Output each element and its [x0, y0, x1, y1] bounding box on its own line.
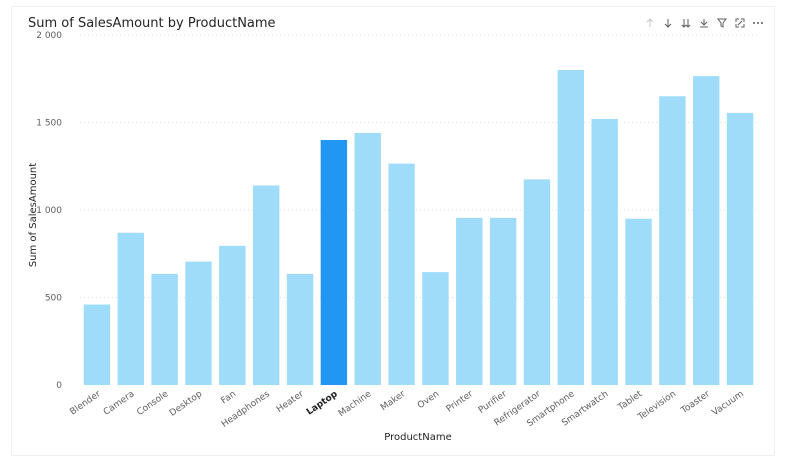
bar-smartwatch[interactable] — [591, 119, 618, 385]
focus-mode-icon[interactable] — [734, 17, 746, 29]
bar-headphones[interactable] — [252, 185, 280, 386]
more-options-icon[interactable] — [752, 17, 764, 29]
x-tick-label-toaster: Toaster — [679, 389, 712, 417]
bar-fan[interactable] — [219, 245, 246, 385]
x-tick-label-desktop: Desktop — [168, 389, 204, 419]
bar-heater[interactable] — [286, 273, 314, 385]
bar-smartphone[interactable] — [557, 70, 585, 385]
x-axis-title: ProductName — [384, 432, 451, 443]
bar-purifier[interactable] — [489, 217, 517, 385]
filter-icon[interactable] — [716, 17, 728, 29]
go-to-next-level-icon[interactable] — [680, 17, 692, 29]
x-tick-label-heater: Heater — [275, 389, 306, 415]
y-tick-label: 0 — [56, 381, 62, 391]
bar-vacuum[interactable] — [726, 112, 754, 385]
expand-all-icon[interactable] — [698, 17, 710, 29]
bar-television[interactable] — [659, 96, 686, 385]
bar-oven[interactable] — [422, 272, 449, 385]
bar-toaster[interactable] — [693, 76, 720, 385]
x-tick-label-fan: Fan — [220, 389, 238, 406]
drill-up-icon[interactable] — [644, 17, 656, 29]
bar-maker[interactable] — [388, 163, 415, 385]
bar-refrigerator[interactable] — [523, 179, 551, 385]
bar-machine[interactable] — [354, 133, 381, 385]
bar-camera[interactable] — [117, 232, 144, 385]
y-axis-title: Sum of SalesAmount — [28, 163, 39, 267]
x-tick-label-oven: Oven — [416, 389, 441, 411]
x-tick-label-camera: Camera — [102, 389, 137, 417]
bar-printer[interactable] — [456, 217, 483, 385]
visual-header-toolbar — [644, 17, 764, 29]
x-tick-label-maker: Maker — [379, 389, 407, 413]
y-tick-label: 1 500 — [36, 119, 62, 129]
bar-blender[interactable] — [83, 304, 111, 386]
x-tick-label-console: Console — [135, 389, 170, 418]
y-tick-label: 2 000 — [36, 31, 62, 41]
x-tick-label-blender: Blender — [68, 389, 103, 417]
bar-console[interactable] — [151, 273, 178, 385]
y-tick-label: 1 000 — [36, 206, 62, 216]
bar-laptop[interactable] — [320, 140, 348, 385]
x-tick-label-laptop: Laptop — [305, 389, 340, 418]
x-tick-label-machine: Machine — [337, 389, 374, 419]
bar-desktop[interactable] — [185, 261, 212, 385]
chart-title: Sum of SalesAmount by ProductName — [28, 16, 276, 31]
y-axis-ticks: 0 500 1 000 1 500 2 000 — [36, 31, 62, 391]
x-tick-label-printer: Printer — [445, 389, 476, 415]
x-tick-label-tablet: Tablet — [616, 389, 645, 413]
bar-tablet[interactable] — [625, 218, 652, 385]
drill-down-icon[interactable] — [662, 17, 674, 29]
y-tick-label: 500 — [45, 294, 62, 304]
gridlines — [80, 34, 757, 298]
x-tick-label-vacuum: Vacuum — [710, 389, 745, 418]
bars — [83, 70, 754, 386]
